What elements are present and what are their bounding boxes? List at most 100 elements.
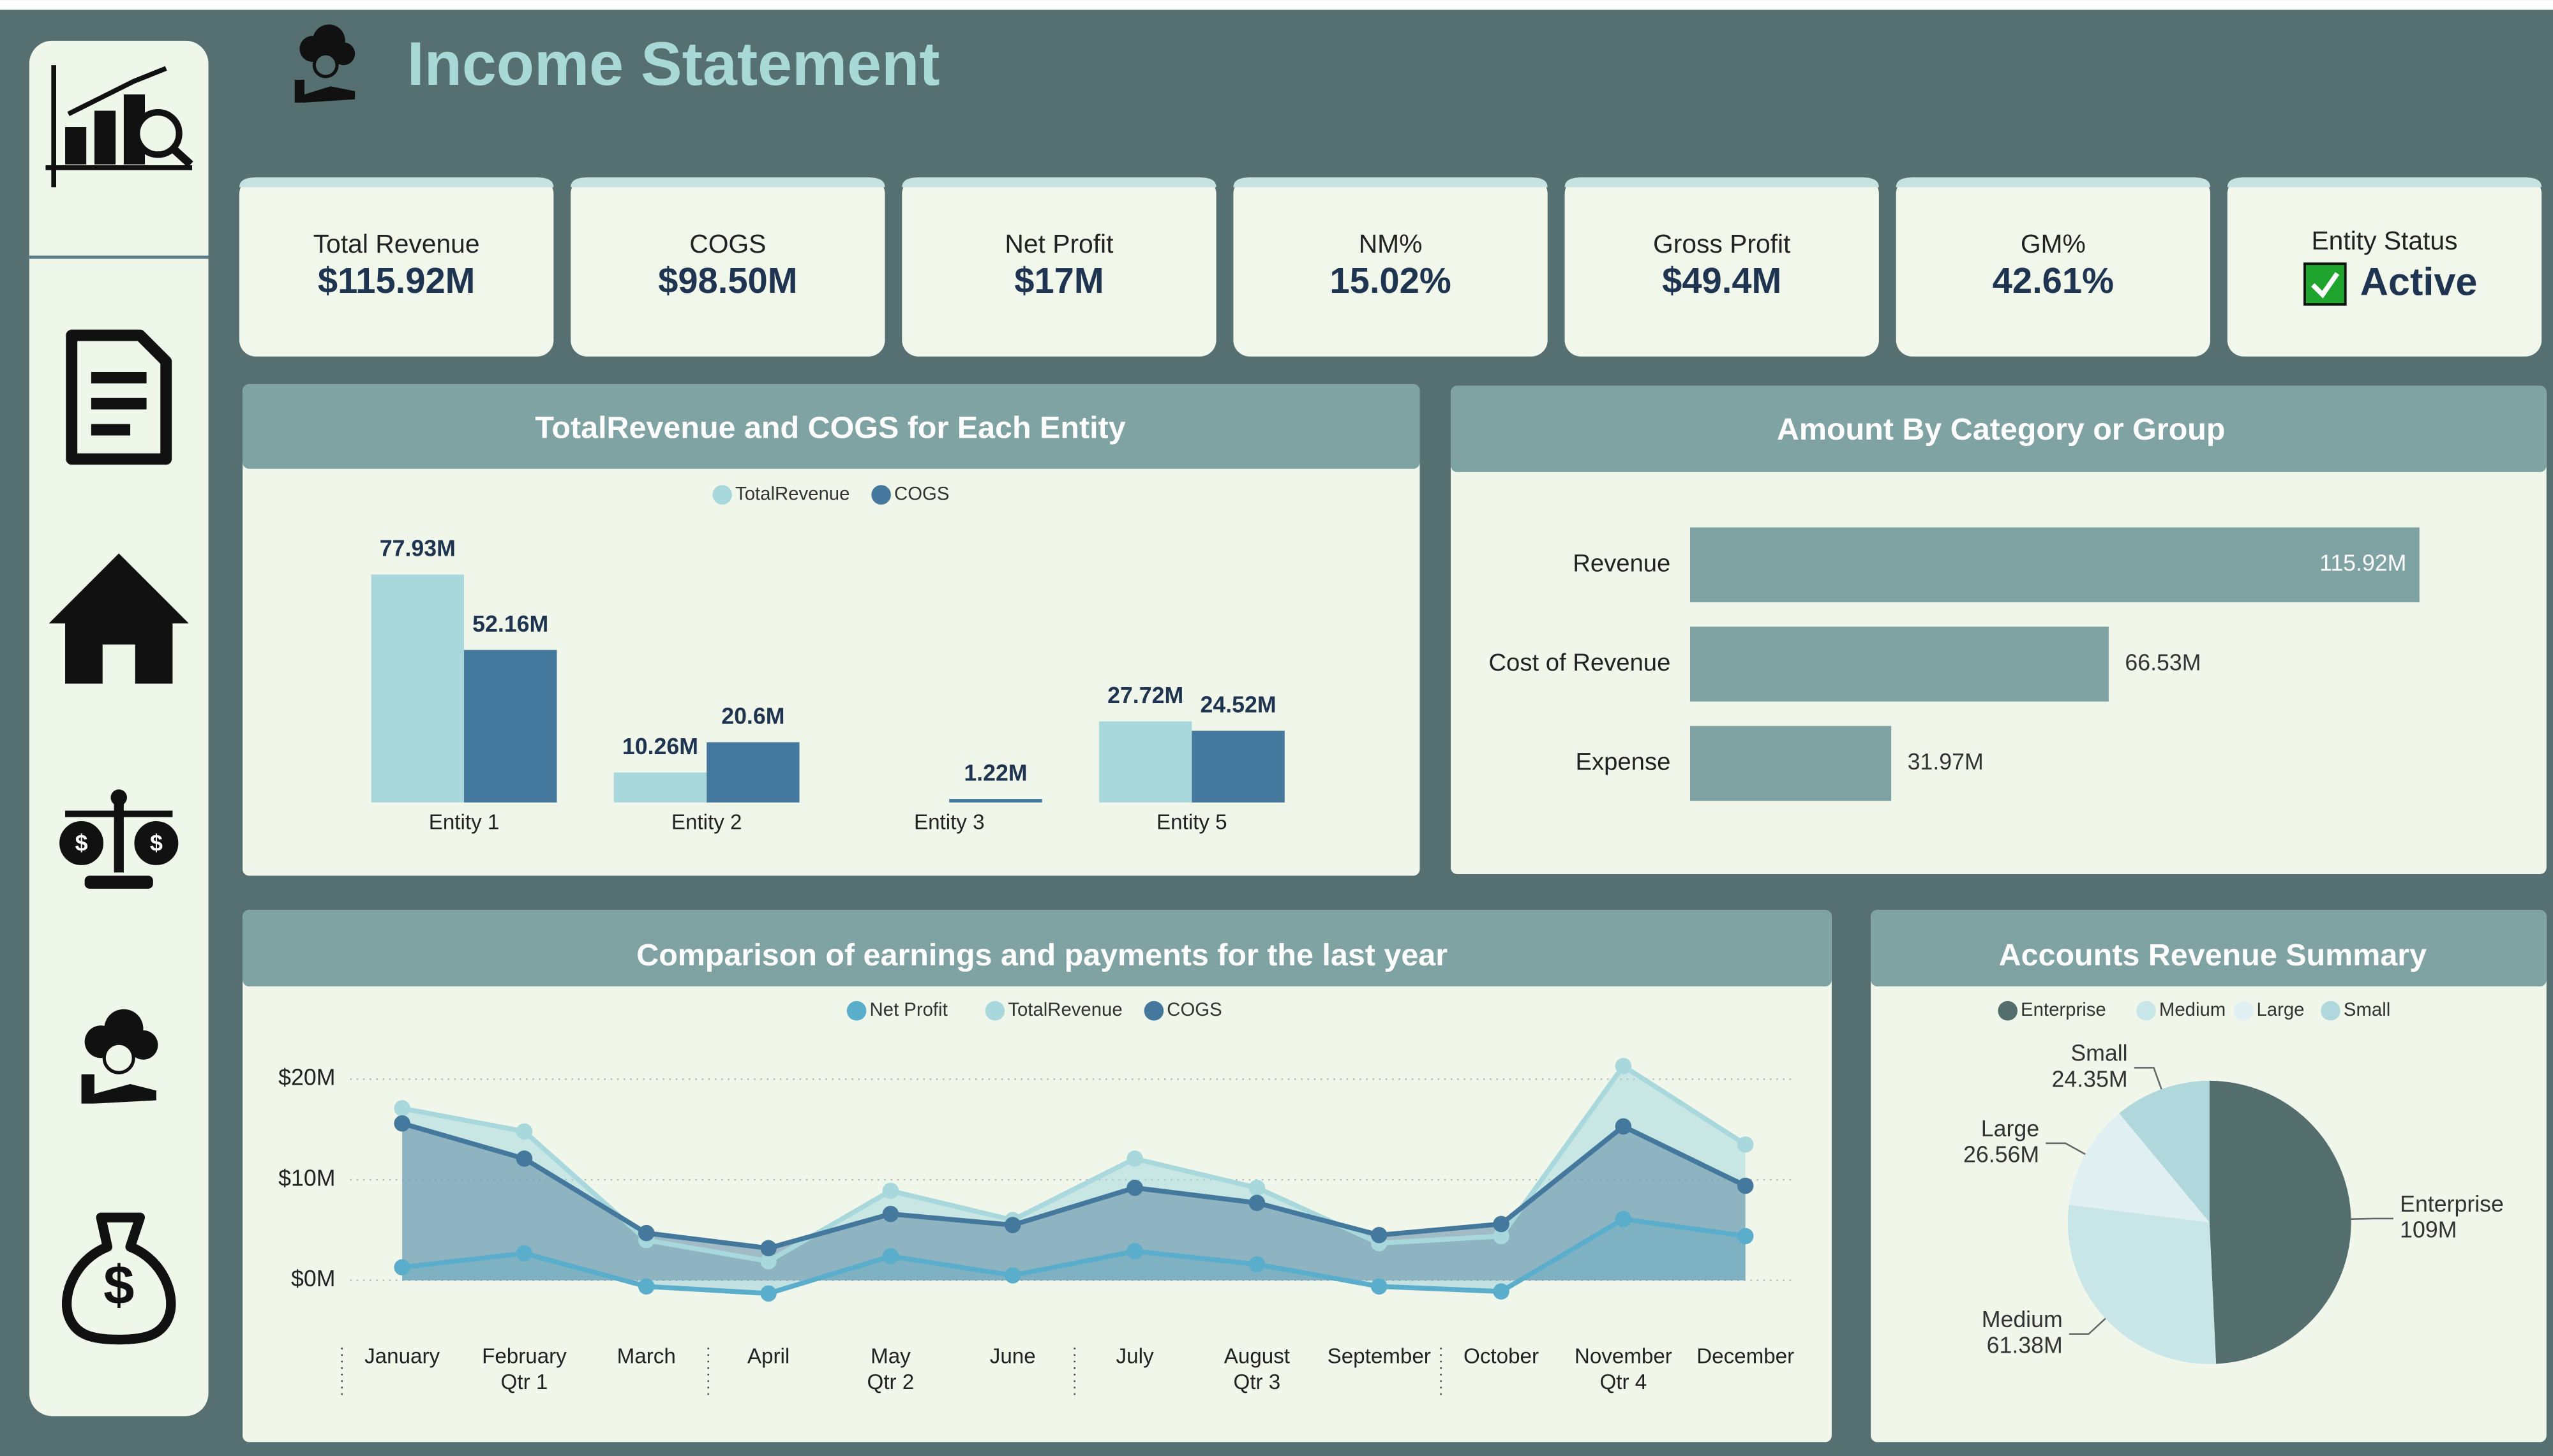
x-group-label: Qtr 4 xyxy=(1600,1371,1647,1394)
kpi-card xyxy=(902,177,1217,357)
point xyxy=(1615,1210,1632,1228)
kpi-card-band xyxy=(902,177,1217,188)
point xyxy=(1493,1283,1509,1300)
svg-text:$: $ xyxy=(103,1254,134,1316)
x-tick-label: May xyxy=(871,1344,911,1368)
legend-label: Small xyxy=(2344,999,2390,1020)
legend-label: COGS xyxy=(894,483,949,504)
pie-value-label: 26.56M xyxy=(1963,1142,2039,1168)
kpi-card-band xyxy=(2227,177,2542,188)
balance-icon[interactable]: $ $ xyxy=(59,789,179,889)
chart-title: Amount By Category or Group xyxy=(1777,412,2226,447)
x-tick-label: Entity 3 xyxy=(914,811,985,835)
point xyxy=(882,1182,899,1200)
bar xyxy=(1689,725,1892,801)
kpi-value: $49.4M xyxy=(1662,260,1781,301)
kpi-label: Total Revenue xyxy=(313,229,480,258)
data-label: 24.52M xyxy=(1201,692,1276,718)
x-tick-label: June xyxy=(990,1344,1036,1368)
pie-slice xyxy=(2119,1080,2210,1222)
point xyxy=(882,1205,899,1222)
kpi-card xyxy=(1896,177,2211,357)
data-label: 31.97M xyxy=(1908,749,1984,775)
title-icon xyxy=(294,24,356,103)
panel-header xyxy=(243,384,1420,469)
svg-text:$: $ xyxy=(150,830,163,856)
data-label: 10.26M xyxy=(622,734,698,759)
point xyxy=(1004,1267,1021,1284)
panel-header xyxy=(243,910,1832,986)
top-strip xyxy=(0,0,2553,10)
bar xyxy=(371,574,465,803)
x-tick-label: December xyxy=(1696,1344,1794,1368)
point xyxy=(394,1115,410,1132)
document-icon[interactable] xyxy=(66,329,172,465)
home-icon[interactable] xyxy=(49,553,189,684)
cloud-money-icon[interactable] xyxy=(81,1009,158,1104)
point xyxy=(394,1259,410,1276)
legend-marker xyxy=(1998,1000,2018,1021)
legend-marker xyxy=(985,1000,1005,1021)
pie-value-label: 24.35M xyxy=(2052,1066,2128,1092)
x-tick-label: November xyxy=(1575,1344,1672,1368)
kpi-value: $17M xyxy=(1014,260,1104,301)
kpi-label: Entity Status xyxy=(2311,226,2457,255)
pie-slice xyxy=(2067,1205,2217,1364)
sidebar: $ $ $ xyxy=(29,40,209,1416)
kpi-value: Active xyxy=(2360,260,2478,304)
x-group-label: Qtr 2 xyxy=(867,1371,915,1394)
point xyxy=(1127,1243,1143,1259)
kpi-label: NM% xyxy=(1359,229,1423,258)
svg-text:$: $ xyxy=(75,830,88,856)
point xyxy=(1004,1217,1021,1233)
data-label: 27.72M xyxy=(1107,683,1183,708)
pie-label: Small xyxy=(2070,1040,2127,1066)
x-group-label: Qtr 1 xyxy=(501,1371,548,1394)
point xyxy=(1127,1150,1143,1167)
legend-label: TotalRevenue xyxy=(1008,999,1122,1020)
page-title: Income Statement xyxy=(407,29,940,98)
point xyxy=(760,1285,777,1302)
x-tick-label: Entity 5 xyxy=(1157,811,1227,835)
data-label: 20.6M xyxy=(721,703,784,729)
analytics-icon[interactable] xyxy=(45,65,193,188)
point xyxy=(1370,1227,1388,1244)
pie-label: Enterprise xyxy=(2400,1191,2504,1217)
pie-slice xyxy=(2209,1080,2351,1364)
x-tick-label: January xyxy=(364,1344,440,1368)
leader-line xyxy=(2046,1142,2086,1155)
y-tick-label: $10M xyxy=(278,1165,335,1191)
money-bag-icon[interactable]: $ xyxy=(61,1212,176,1345)
kpi-card-band xyxy=(1896,177,2211,188)
pie-value-label: 61.38M xyxy=(1987,1333,2063,1358)
bar xyxy=(707,742,800,803)
legend-label: TotalRevenue xyxy=(735,483,850,504)
point xyxy=(882,1248,899,1265)
kpi-label: Gross Profit xyxy=(1653,229,1791,258)
x-tick-label: July xyxy=(1116,1344,1154,1368)
status-check xyxy=(2311,272,2340,299)
bar xyxy=(1689,627,2109,702)
point xyxy=(516,1150,533,1167)
sidebar-panel xyxy=(29,40,209,1416)
point xyxy=(1493,1228,1509,1245)
bar xyxy=(949,799,1042,803)
pie-value-label: 109M xyxy=(2400,1217,2457,1243)
legend-marker xyxy=(846,1000,867,1021)
kpi-card xyxy=(571,177,885,357)
kpi-card xyxy=(1564,177,1879,357)
kpi-value: 42.61% xyxy=(1993,260,2114,301)
kpi-label: COGS xyxy=(689,229,766,258)
legend-label: Large xyxy=(2256,999,2304,1020)
kpi-card xyxy=(239,177,554,357)
data-label: 52.16M xyxy=(472,611,548,637)
x-tick-label: October xyxy=(1464,1344,1539,1368)
point xyxy=(638,1224,655,1242)
point xyxy=(1127,1179,1143,1196)
point xyxy=(760,1253,777,1270)
kpi-label: GM% xyxy=(2021,229,2086,258)
legend-marker xyxy=(2321,1000,2340,1021)
x-tick-label: March xyxy=(617,1344,676,1368)
pie-slice xyxy=(2069,1113,2210,1222)
x-tick-label: September xyxy=(1328,1344,1431,1368)
